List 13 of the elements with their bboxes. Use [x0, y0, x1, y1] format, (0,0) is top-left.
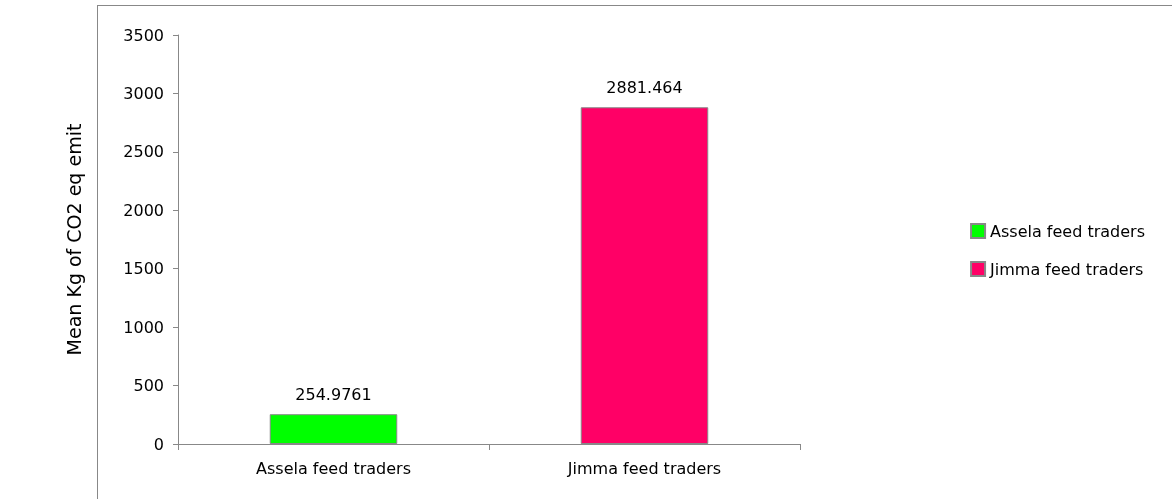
y-axis-title: Mean Kg of CO2 eq emit — [62, 123, 85, 356]
legend-label: Jimma feed traders — [989, 259, 1144, 279]
y-tick-label: 500 — [133, 376, 164, 396]
y-tick-label: 3000 — [123, 83, 164, 103]
y-tick-label: 3500 — [123, 25, 164, 45]
y-tick-label: 2500 — [123, 142, 164, 162]
data-label: 2881.464 — [606, 77, 683, 97]
y-tick-label: 1000 — [123, 317, 164, 337]
legend-label: Assela feed traders — [990, 221, 1146, 241]
y-tick-label: 0 — [153, 434, 164, 454]
data-label: 254.9761 — [295, 384, 372, 404]
y-tick-label: 1500 — [123, 259, 164, 279]
y-tick-label: 2000 — [123, 200, 164, 220]
